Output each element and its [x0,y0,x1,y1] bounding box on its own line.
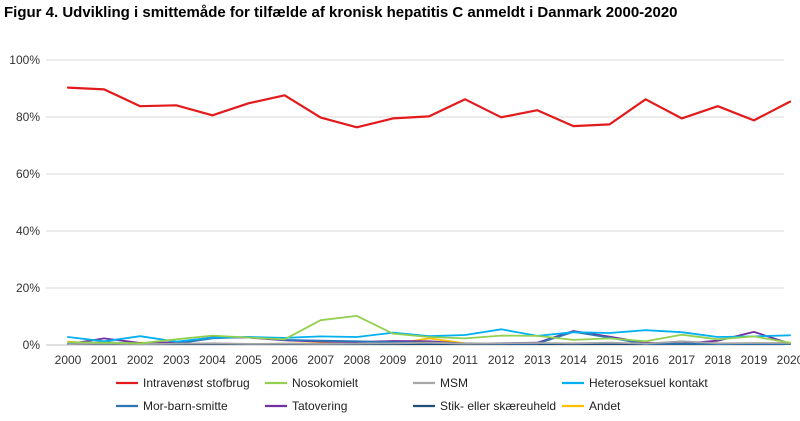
legend-item: MSM [413,376,468,390]
x-tick-label: 2012 [488,353,515,367]
legend-item: Mor-barn-smitte [116,399,228,413]
x-tick-label: 2013 [524,353,551,367]
x-tick-label: 2003 [163,353,190,367]
x-tick-label: 2019 [741,353,768,367]
chart-title: Figur 4. Udvikling i smittemåde for tilf… [4,4,678,21]
series-lines [66,86,792,346]
legend-item: Intravenøst stofbrug [116,376,250,390]
x-tick-label: 2014 [560,353,587,367]
gridlines [46,59,784,289]
x-tick-label: 2011 [452,353,478,367]
x-tick-label: 2017 [668,353,695,367]
x-tick-label: 2005 [235,353,262,367]
legend-label: Heteroseksuel kontakt [589,376,708,390]
legend-label: Tatovering [292,399,347,413]
series-line-1 [66,86,792,129]
x-tick-label: 2016 [632,353,659,367]
x-tick-label: 2006 [271,353,298,367]
legend-item: Andet [562,399,621,413]
x-tick-label: 2000 [55,353,82,367]
x-tick-label: 2008 [343,353,370,367]
legend-label: Intravenøst stofbrug [143,376,250,390]
y-tick-label: 0% [23,338,41,352]
y-tick-label: 20% [16,281,40,295]
x-tick-label: 2001 [91,353,118,367]
legend-label: Mor-barn-smitte [143,399,228,413]
legend-label: Stik- eller skæreuheld [440,399,556,413]
x-tick-label: 2020 [777,353,800,367]
legend-label: MSM [440,376,468,390]
y-tick-label: 100% [9,53,40,67]
legend-label: Andet [589,399,621,413]
x-tick-label: 2004 [199,353,226,367]
x-tick-label: 2002 [127,353,154,367]
y-tick-label: 80% [16,110,40,124]
x-tick-label: 2015 [596,353,623,367]
legend-item: Heteroseksuel kontakt [562,376,708,390]
y-tick-label: 40% [16,224,40,238]
legend-item: Tatovering [265,399,347,413]
x-tick-label: 2018 [704,353,731,367]
x-tick-label: 2009 [380,353,407,367]
x-tick-label: 2007 [307,353,334,367]
series-line-2 [67,314,791,345]
legend-item: Nosokomielt [265,376,359,390]
y-tick-label: 60% [16,167,40,181]
legend-label: Nosokomielt [292,376,359,390]
legend: Intravenøst stofbrug Nosokomielt MSM Hetero… [116,376,708,413]
series-line-3 [67,340,791,346]
x-tick-label: 2010 [416,353,443,367]
legend-item: Stik- eller skæreuheld [413,399,556,413]
